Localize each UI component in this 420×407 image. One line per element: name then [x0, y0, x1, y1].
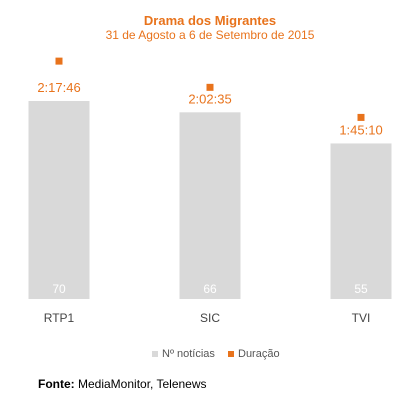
duration-label: 2:17:46 — [37, 80, 80, 95]
x-tick-label: RTP1 — [44, 311, 75, 325]
legend-label-duracao: Duração — [238, 348, 280, 360]
bar-tvi — [330, 143, 392, 299]
duration-point-rtp1 — [55, 57, 63, 65]
x-tick-label: TVI — [352, 311, 371, 325]
chart-title: Drama dos Migrantes — [143, 13, 277, 28]
duration-point-tvi — [357, 113, 365, 121]
source-note: Fonte: MediaMonitor, Telenews — [38, 377, 207, 391]
duration-point-sic — [206, 83, 214, 91]
x-tick-label: SIC — [200, 311, 220, 325]
bar-rtp1 — [28, 101, 90, 299]
bar-value-label: 70 — [52, 282, 66, 296]
bar-value-label: 55 — [354, 282, 368, 296]
legend-swatch-noticias — [152, 351, 158, 357]
legend-label-noticias: Nº notícias — [162, 348, 215, 360]
chart-subtitle: 31 de Agosto a 6 de Setembro de 2015 — [105, 28, 315, 42]
legend-item-noticias: Nº notícias — [152, 348, 215, 360]
bar-sic — [179, 112, 241, 299]
bar-value-label: 66 — [203, 282, 217, 296]
duration-label: 1:45:10 — [339, 122, 382, 137]
source-text: MediaMonitor, Telenews — [78, 377, 207, 391]
duration-label: 2:02:35 — [188, 91, 231, 106]
legend-item-duracao: Duração — [228, 348, 280, 360]
chart-legend: Nº notícias Duração — [152, 348, 290, 360]
source-label: Fonte: — [38, 377, 75, 391]
legend-swatch-duracao — [228, 351, 234, 357]
